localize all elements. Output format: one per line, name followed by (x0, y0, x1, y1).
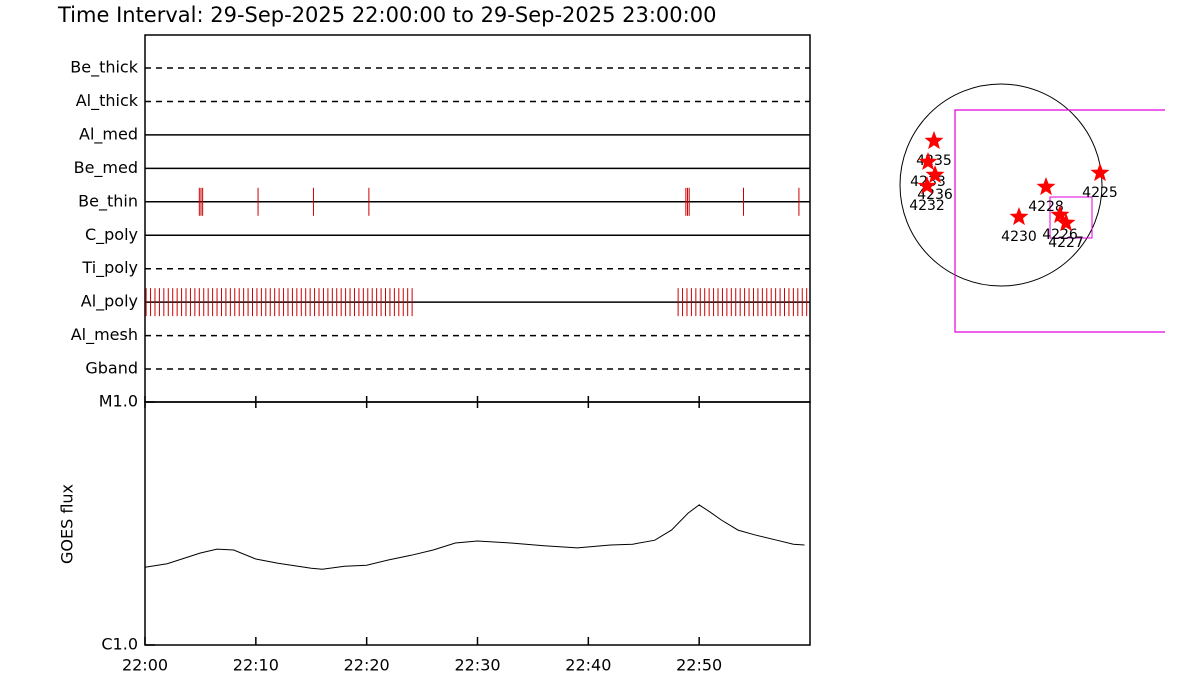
goes-line (144, 504, 805, 570)
row-label: Be_thin (78, 191, 138, 211)
fov-box (954, 109, 1165, 333)
ar-star (918, 152, 938, 170)
solar-disk (899, 83, 1103, 287)
ar-label: 4232 (909, 198, 945, 214)
ar-label: 4226 (1042, 227, 1078, 243)
row-label: Al_poly (81, 292, 138, 312)
ar-star (925, 165, 945, 184)
ar-label: 4228 (1028, 199, 1064, 215)
ar-star (1036, 177, 1056, 196)
ar-star (924, 131, 944, 150)
y-tick-label: C1.0 (101, 635, 138, 654)
row-label: Al_med (79, 124, 138, 144)
x-tick-label: 22:20 (344, 656, 390, 675)
row-label: Be_med (74, 158, 138, 178)
y-axis-label: GOES flux (58, 484, 77, 564)
x-tick-label: 22:00 (122, 656, 168, 675)
y-tick-label: M1.0 (99, 392, 138, 411)
chart-title: Time Interval: 29-Sep-2025 22:00:00 to 2… (57, 3, 716, 27)
ar-star (1050, 205, 1070, 224)
x-tick-label: 22:50 (676, 656, 722, 675)
x-tick-label: 22:10 (233, 656, 279, 675)
ar-star (1056, 213, 1076, 232)
fov-box-small (1049, 196, 1093, 239)
row-label: C_poly (85, 225, 138, 245)
ar-label: 4230 (1001, 229, 1037, 245)
row-label: Be_thick (70, 58, 138, 78)
ar-label: 4225 (1082, 185, 1118, 201)
ar-label: 4227 (1048, 235, 1084, 251)
ar-label: 4236 (917, 187, 953, 203)
x-tick-label: 22:40 (565, 656, 611, 675)
x-tick-label: 22:30 (454, 656, 500, 675)
ar-star (1009, 207, 1029, 226)
row-label: Al_thick (76, 91, 139, 111)
ar-star (1090, 163, 1110, 182)
row-label: Ti_poly (81, 258, 138, 278)
row-label: Gband (85, 359, 138, 378)
row-label: Al_mesh (71, 325, 138, 345)
ar-star (917, 176, 937, 195)
